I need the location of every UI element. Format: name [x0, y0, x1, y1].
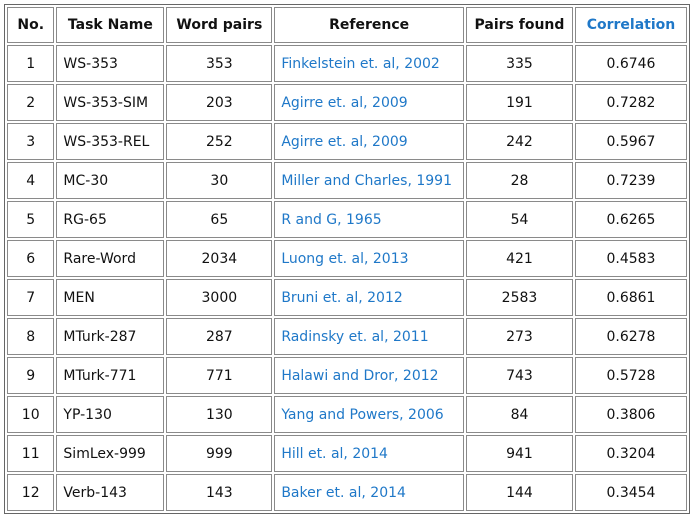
cell-word-pairs: 2034 [166, 240, 273, 277]
cell-task-name: YP-130 [56, 396, 165, 433]
cell-pairs-found: 335 [466, 45, 573, 82]
cell-pairs-found: 242 [466, 123, 573, 160]
reference-link[interactable]: Finkelstein et. al, 2002 [281, 55, 440, 72]
table-header: No. Task Name Word pairs Reference Pairs… [7, 7, 687, 43]
table-row: 2 WS-353-SIM 203 Agirre et. al, 2009 191… [7, 84, 687, 121]
cell-correlation: 0.7239 [574, 162, 687, 199]
cell-no: 5 [7, 201, 55, 238]
cell-task-name: SimLex-999 [56, 435, 165, 472]
cell-word-pairs: 130 [166, 396, 273, 433]
cell-task-name: MEN [56, 279, 165, 316]
cell-no: 1 [7, 45, 55, 82]
header-row: No. Task Name Word pairs Reference Pairs… [7, 7, 687, 43]
cell-pairs-found: 941 [466, 435, 573, 472]
cell-no: 2 [7, 84, 55, 121]
table-row: 12 Verb-143 143 Baker et. al, 2014 144 0… [7, 474, 687, 511]
cell-correlation: 0.5728 [574, 357, 687, 394]
table-row: 3 WS-353-REL 252 Agirre et. al, 2009 242… [7, 123, 687, 160]
cell-pairs-found: 191 [466, 84, 573, 121]
table-row: 1 WS-353 353 Finkelstein et. al, 2002 33… [7, 45, 687, 82]
reference-link[interactable]: R and G, 1965 [281, 211, 382, 228]
cell-no: 12 [7, 474, 55, 511]
reference-link[interactable]: Radinsky et. al, 2011 [281, 328, 429, 345]
cell-word-pairs: 143 [166, 474, 273, 511]
table-row: 9 MTurk-771 771 Halawi and Dror, 2012 74… [7, 357, 687, 394]
table-row: 7 MEN 3000 Bruni et. al, 2012 2583 0.686… [7, 279, 687, 316]
cell-word-pairs: 3000 [166, 279, 273, 316]
cell-task-name: MTurk-287 [56, 318, 165, 355]
cell-word-pairs: 65 [166, 201, 273, 238]
cell-pairs-found: 54 [466, 201, 573, 238]
table-row: 10 YP-130 130 Yang and Powers, 2006 84 0… [7, 396, 687, 433]
cell-no: 11 [7, 435, 55, 472]
reference-link[interactable]: Bruni et. al, 2012 [281, 289, 403, 306]
header-correlation[interactable]: Correlation [574, 7, 687, 43]
cell-no: 3 [7, 123, 55, 160]
header-no: No. [7, 7, 55, 43]
reference-link[interactable]: Miller and Charles, 1991 [281, 172, 452, 189]
reference-link[interactable]: Luong et. al, 2013 [281, 250, 409, 267]
cell-no: 4 [7, 162, 55, 199]
cell-word-pairs: 203 [166, 84, 273, 121]
table-body: 1 WS-353 353 Finkelstein et. al, 2002 33… [7, 45, 687, 511]
reference-link[interactable]: Hill et. al, 2014 [281, 445, 388, 462]
reference-link[interactable]: Baker et. al, 2014 [281, 484, 406, 501]
cell-no: 6 [7, 240, 55, 277]
cell-task-name: WS-353 [56, 45, 165, 82]
cell-pairs-found: 84 [466, 396, 573, 433]
table-row: 6 Rare-Word 2034 Luong et. al, 2013 421 … [7, 240, 687, 277]
table-row: 11 SimLex-999 999 Hill et. al, 2014 941 … [7, 435, 687, 472]
cell-correlation: 0.5967 [574, 123, 687, 160]
cell-correlation: 0.7282 [574, 84, 687, 121]
cell-task-name: RG-65 [56, 201, 165, 238]
cell-pairs-found: 2583 [466, 279, 573, 316]
cell-pairs-found: 743 [466, 357, 573, 394]
cell-task-name: WS-353-REL [56, 123, 165, 160]
cell-correlation: 0.6265 [574, 201, 687, 238]
cell-task-name: Verb-143 [56, 474, 165, 511]
cell-task-name: MC-30 [56, 162, 165, 199]
reference-link[interactable]: Agirre et. al, 2009 [281, 133, 408, 150]
cell-correlation: 0.6746 [574, 45, 687, 82]
table-row: 8 MTurk-287 287 Radinsky et. al, 2011 27… [7, 318, 687, 355]
header-pairs-found: Pairs found [466, 7, 573, 43]
cell-word-pairs: 771 [166, 357, 273, 394]
cell-pairs-found: 28 [466, 162, 573, 199]
cell-task-name: Rare-Word [56, 240, 165, 277]
cell-pairs-found: 421 [466, 240, 573, 277]
cell-correlation: 0.6278 [574, 318, 687, 355]
reference-link[interactable]: Yang and Powers, 2006 [281, 406, 444, 423]
cell-task-name: WS-353-SIM [56, 84, 165, 121]
results-table: No. Task Name Word pairs Reference Pairs… [4, 4, 690, 514]
cell-correlation: 0.4583 [574, 240, 687, 277]
cell-word-pairs: 252 [166, 123, 273, 160]
header-word-pairs: Word pairs [166, 7, 273, 43]
cell-correlation: 0.6861 [574, 279, 687, 316]
header-reference: Reference [274, 7, 464, 43]
cell-no: 7 [7, 279, 55, 316]
reference-link[interactable]: Agirre et. al, 2009 [281, 94, 408, 111]
table-row: 5 RG-65 65 R and G, 1965 54 0.6265 [7, 201, 687, 238]
cell-correlation: 0.3204 [574, 435, 687, 472]
cell-pairs-found: 144 [466, 474, 573, 511]
cell-correlation: 0.3806 [574, 396, 687, 433]
reference-link[interactable]: Halawi and Dror, 2012 [281, 367, 439, 384]
header-task-name: Task Name [56, 7, 165, 43]
cell-word-pairs: 353 [166, 45, 273, 82]
cell-no: 8 [7, 318, 55, 355]
cell-word-pairs: 287 [166, 318, 273, 355]
cell-no: 9 [7, 357, 55, 394]
cell-task-name: MTurk-771 [56, 357, 165, 394]
cell-correlation: 0.3454 [574, 474, 687, 511]
cell-word-pairs: 30 [166, 162, 273, 199]
cell-no: 10 [7, 396, 55, 433]
table-row: 4 MC-30 30 Miller and Charles, 1991 28 0… [7, 162, 687, 199]
cell-pairs-found: 273 [466, 318, 573, 355]
cell-word-pairs: 999 [166, 435, 273, 472]
